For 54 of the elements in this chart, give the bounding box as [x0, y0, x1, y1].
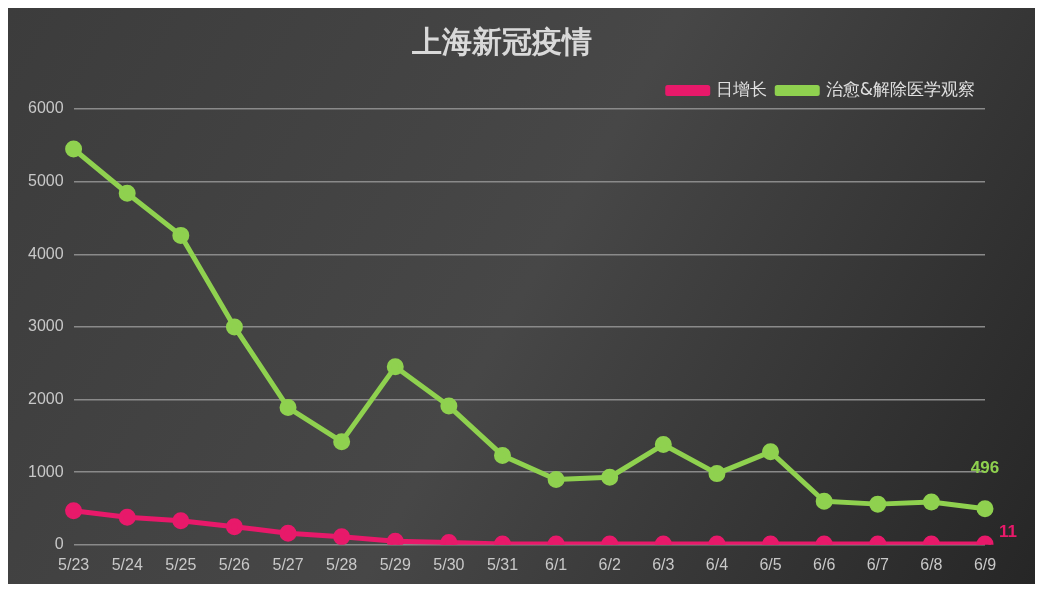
point: [118, 508, 136, 526]
point: [869, 495, 887, 513]
point: [386, 358, 404, 376]
x-tick-label: 5/23: [58, 555, 90, 573]
x-tick-label: 6/9: [973, 555, 997, 573]
point: [333, 433, 351, 451]
x-tick-label: 5/31: [486, 555, 519, 573]
y-tick-label: 4000: [28, 244, 64, 262]
x-tick-label: 5/30: [433, 555, 465, 573]
chart-title: 上海新冠疫情: [410, 23, 592, 59]
point: [65, 502, 83, 520]
x-tick-label: 6/1: [544, 555, 568, 573]
point: [708, 465, 726, 483]
point: [65, 140, 83, 158]
point: [815, 492, 833, 510]
point: [547, 470, 565, 488]
point: [922, 493, 940, 511]
point: [172, 512, 190, 530]
point: [333, 528, 351, 545]
x-tick-label: 6/5: [759, 555, 782, 573]
point: [225, 318, 243, 336]
data-label: 496: [970, 458, 1000, 478]
legend-label: 日增长: [716, 78, 768, 99]
x-tick-label: 6/2: [598, 555, 621, 573]
point: [601, 468, 619, 486]
y-tick-label: 2000: [28, 389, 64, 407]
point: [976, 500, 994, 518]
data-label: 11: [999, 521, 1017, 541]
point: [172, 226, 190, 244]
x-tick-label: 5/29: [379, 555, 411, 573]
y-tick-label: 3000: [28, 317, 64, 335]
x-tick-label: 6/7: [866, 555, 889, 573]
point: [440, 397, 458, 415]
point: [279, 399, 297, 417]
x-tick-label: 5/26: [218, 555, 251, 573]
y-tick-label: 1000: [28, 462, 64, 480]
legend-label: 治愈&解除医学观察: [825, 78, 976, 99]
point: [118, 184, 136, 202]
y-tick-label: 0: [54, 535, 64, 553]
point: [279, 524, 297, 542]
point: [762, 443, 780, 461]
y-tick-label: 5000: [28, 172, 64, 190]
x-tick-label: 6/3: [652, 555, 675, 573]
x-tick-label: 6/8: [920, 555, 943, 573]
x-tick-label: 5/25: [165, 555, 197, 573]
point: [225, 518, 243, 536]
y-tick-label: 6000: [28, 99, 64, 117]
x-tick-label: 6/6: [813, 555, 836, 573]
x-tick-label: 5/24: [111, 555, 143, 573]
point: [493, 446, 511, 464]
x-tick-label: 6/4: [705, 555, 729, 573]
x-tick-label: 5/28: [326, 555, 358, 573]
x-tick-label: 5/27: [272, 555, 304, 573]
point: [654, 436, 672, 454]
